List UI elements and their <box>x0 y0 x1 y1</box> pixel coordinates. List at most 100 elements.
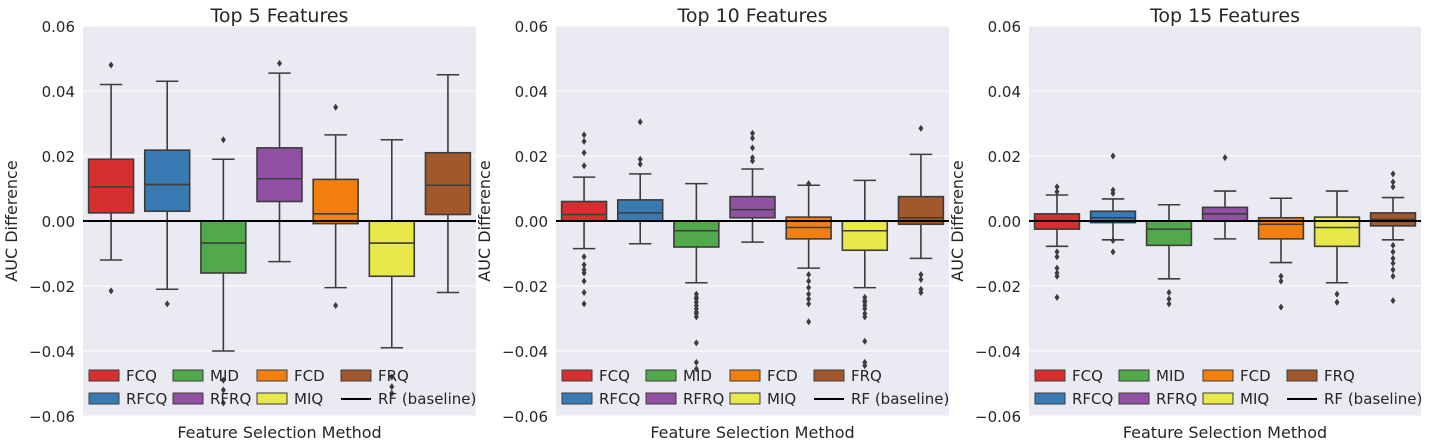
outlier-point <box>693 365 699 373</box>
legend-swatch <box>645 369 677 382</box>
legend-item-fcd: FCD <box>729 367 798 385</box>
outlier-point <box>750 157 755 165</box>
y-tick-label: −0.04 <box>975 343 1021 361</box>
box-frq <box>1369 170 1417 305</box>
box-rfrq <box>729 129 776 243</box>
outlier-point <box>164 300 170 308</box>
chart-title: Top 5 Features <box>210 5 349 27</box>
outlier-point <box>389 383 395 391</box>
legend-item-rfcq: RFCQ <box>561 390 640 408</box>
legend-swatch <box>813 369 845 382</box>
outlier-point <box>277 59 282 67</box>
outlier-point <box>220 136 226 144</box>
outlier-point <box>918 276 924 283</box>
box-body <box>560 200 608 222</box>
outlier-point <box>1390 183 1396 191</box>
outlier-point <box>806 180 812 188</box>
legend-item-mid: MID <box>172 367 239 385</box>
outlier-point <box>1166 295 1172 303</box>
outlier-point <box>1110 248 1116 256</box>
y-axis-label: AUC Difference <box>2 160 21 281</box>
legend-item-frq: FRQ <box>1286 367 1355 385</box>
outlier-point <box>862 305 868 313</box>
legend-swatch <box>88 369 120 382</box>
box-miq <box>368 138 416 397</box>
outlier-point <box>1222 154 1228 162</box>
legend-swatch <box>340 369 372 382</box>
legend-item-fcq: FCQ <box>88 367 157 385</box>
legend-swatch <box>1286 369 1318 382</box>
box-fcd <box>785 180 832 326</box>
chart-title: Top 15 Features <box>1149 5 1300 27</box>
y-tick-label: 0.04 <box>988 83 1021 101</box>
outlier-point <box>581 261 587 269</box>
outlier-point <box>806 284 812 292</box>
box-body <box>143 149 191 213</box>
legend-swatch <box>729 392 761 405</box>
legend-swatch <box>1202 392 1234 405</box>
legend-item-fcq: FCQ <box>1034 367 1103 385</box>
outlier-point <box>806 277 812 285</box>
outlier-point <box>581 300 587 308</box>
x-axis-label: Feature Selection Method <box>1123 423 1327 442</box>
y-axis-label: AUC Difference <box>948 160 967 281</box>
outlier-point <box>1390 170 1396 178</box>
legend-label: RFRQ <box>1156 390 1197 408</box>
legend-item-rfrq: RFRQ <box>645 390 724 408</box>
box-body <box>1145 220 1193 247</box>
outlier-point <box>1390 266 1396 274</box>
legend-swatch <box>729 369 761 382</box>
legend-swatch <box>256 369 288 382</box>
legend-item-rf-baseline: RF (baseline) <box>1287 390 1422 408</box>
x-axis-label: Feature Selection Method <box>650 423 854 442</box>
box-body <box>729 195 776 219</box>
outlier-point <box>1278 303 1284 311</box>
outlier-point <box>1390 241 1396 249</box>
y-tick-label: −0.04 <box>502 343 548 361</box>
legend-label: FCQ <box>599 367 630 385</box>
legend-item-rfrq: RFRQ <box>172 390 251 408</box>
outlier-point <box>1166 300 1172 308</box>
legend-item-miq: MIQ <box>256 390 323 408</box>
outlier-point <box>581 162 587 170</box>
legend-swatch <box>1118 392 1150 405</box>
y-tick-label: 0.06 <box>515 18 548 36</box>
box-rfcq <box>143 80 191 308</box>
box-body <box>424 151 472 216</box>
legend-label: FCQ <box>126 367 157 385</box>
y-tick-label: 0.04 <box>42 83 75 101</box>
legend-swatch <box>645 392 677 405</box>
outlier-point <box>1334 290 1340 298</box>
outlier-point <box>806 290 812 298</box>
outlier-point <box>1390 297 1396 305</box>
outlier-point <box>1390 259 1396 267</box>
outlier-point <box>1390 248 1396 256</box>
legend-label: MID <box>1156 367 1185 385</box>
legend-swatch <box>172 392 204 405</box>
outlier-point <box>637 118 643 126</box>
legend-label: MIQ <box>1240 390 1269 408</box>
outlier-point <box>108 287 114 295</box>
outlier-point <box>806 318 812 326</box>
legend-swatch <box>1034 392 1066 405</box>
legend-label: RF (baseline) <box>378 390 476 408</box>
y-tick-label: 0.06 <box>42 18 75 36</box>
outlier-point <box>1390 254 1396 262</box>
outlier-point <box>581 277 587 285</box>
y-tick-label: 0.02 <box>988 148 1021 166</box>
y-tick-label: −0.06 <box>29 408 75 426</box>
outlier-point <box>1334 298 1340 306</box>
outlier-point <box>1054 293 1060 301</box>
outlier-point <box>1278 272 1284 280</box>
y-tick-label: 0.06 <box>988 18 1021 36</box>
legend-label: RFRQ <box>210 390 251 408</box>
outlier-point <box>389 389 395 397</box>
legend-label: FRQ <box>378 367 409 385</box>
outlier-point <box>220 386 226 394</box>
box-miq <box>841 179 889 370</box>
x-axis-label: Feature Selection Method <box>177 423 381 442</box>
box-mid <box>673 182 720 373</box>
box-body <box>616 199 664 222</box>
y-tick-label: 0.00 <box>515 213 548 231</box>
